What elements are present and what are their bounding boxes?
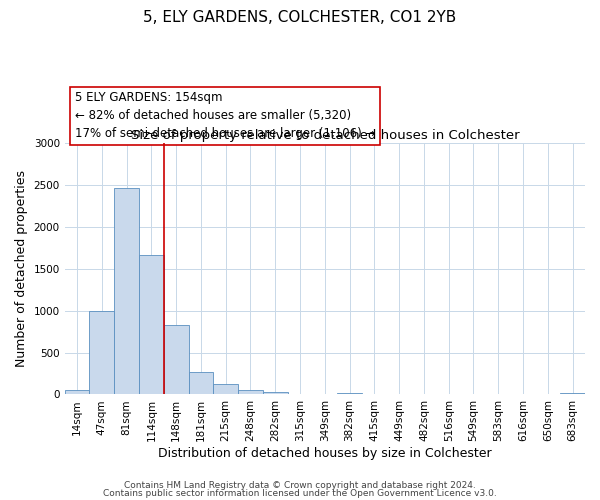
Title: Size of property relative to detached houses in Colchester: Size of property relative to detached ho… xyxy=(131,128,519,141)
Bar xyxy=(214,384,238,394)
Text: Contains public sector information licensed under the Open Government Licence v3: Contains public sector information licen… xyxy=(103,489,497,498)
Text: Contains HM Land Registry data © Crown copyright and database right 2024.: Contains HM Land Registry data © Crown c… xyxy=(124,480,476,490)
Bar xyxy=(139,255,164,394)
Text: 5 ELY GARDENS: 154sqm
← 82% of detached houses are smaller (5,320)
17% of semi-d: 5 ELY GARDENS: 154sqm ← 82% of detached … xyxy=(75,92,376,140)
Bar xyxy=(164,325,188,394)
Bar xyxy=(188,372,214,394)
Bar xyxy=(560,393,585,394)
Text: 5, ELY GARDENS, COLCHESTER, CO1 2YB: 5, ELY GARDENS, COLCHESTER, CO1 2YB xyxy=(143,10,457,25)
Bar xyxy=(114,188,139,394)
Bar xyxy=(263,392,287,394)
Bar xyxy=(337,393,362,394)
X-axis label: Distribution of detached houses by size in Colchester: Distribution of detached houses by size … xyxy=(158,447,491,460)
Bar xyxy=(238,390,263,394)
Bar xyxy=(65,390,89,394)
Bar xyxy=(89,310,114,394)
Y-axis label: Number of detached properties: Number of detached properties xyxy=(15,170,28,367)
